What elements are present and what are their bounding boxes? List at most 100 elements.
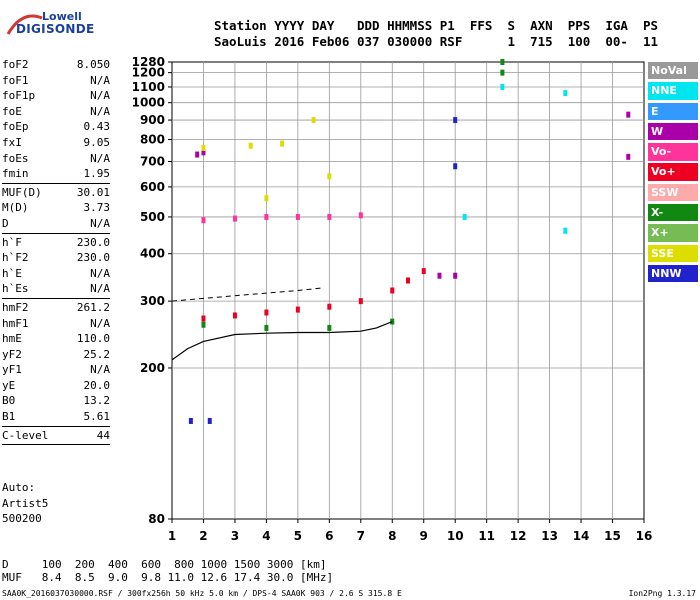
x-tick-label: 13 bbox=[541, 529, 558, 543]
legend-item-nne: NNE bbox=[648, 82, 698, 100]
param-divider bbox=[2, 232, 110, 234]
param-label: foF1p bbox=[2, 89, 36, 103]
param-row: fmin 1.95 bbox=[2, 166, 110, 182]
echo-point-w bbox=[195, 151, 200, 158]
param-divider bbox=[2, 444, 110, 446]
param-row: h`F2 230.0 bbox=[2, 250, 110, 266]
param-value: N/A bbox=[90, 216, 110, 230]
param-row: foF1 N/A bbox=[2, 73, 110, 89]
param-row: B1 5.61 bbox=[2, 409, 110, 425]
param-value: 30.01 bbox=[76, 185, 110, 199]
param-row: foE N/A bbox=[2, 104, 110, 120]
echo-point-vo- bbox=[264, 213, 269, 220]
legend-item-vo-: Vo- bbox=[648, 143, 698, 161]
auto-label: Auto: bbox=[2, 481, 36, 494]
legend-item-sse: SSE bbox=[648, 244, 698, 262]
echo-point-vo- bbox=[232, 215, 237, 222]
auto-artist: Artist5 bbox=[2, 496, 49, 510]
param-label: B0 bbox=[2, 394, 16, 408]
x-tick-label: 8 bbox=[388, 529, 396, 543]
param-label: foF2 bbox=[2, 58, 29, 71]
param-row: C-level 44 bbox=[2, 428, 110, 444]
echo-point-nnw bbox=[207, 417, 212, 424]
echo-point-vo- bbox=[264, 309, 269, 316]
param-row: foF2 8.050 bbox=[2, 57, 110, 73]
param-row: D N/A bbox=[2, 216, 110, 232]
echo-point-vo- bbox=[358, 298, 363, 305]
echo-point-vo- bbox=[232, 312, 237, 319]
plot-frame bbox=[171, 61, 645, 520]
param-value: N/A bbox=[90, 89, 110, 103]
echo-point-sse bbox=[280, 140, 285, 147]
param-value: N/A bbox=[90, 104, 110, 118]
distance-row: D 100 200 400 600 800 1000 1500 3000 [km… bbox=[2, 558, 327, 571]
param-row: yE 20.0 bbox=[2, 378, 110, 394]
y-tick-label: 300 bbox=[140, 294, 165, 308]
param-value: 0.43 bbox=[83, 120, 111, 134]
echo-point-vo- bbox=[295, 213, 300, 220]
echo-point-nne bbox=[462, 213, 467, 220]
logo-line2: DIGISONDE bbox=[16, 22, 95, 36]
param-label: hmF2 bbox=[2, 300, 29, 314]
polarization-legend: NoVal NNE E W Vo- Vo+ SSW X- X+ SSE NNW bbox=[648, 62, 698, 285]
legend-item-e: E bbox=[648, 102, 698, 120]
software-version: Ion2Png 1.3.17 bbox=[628, 589, 696, 598]
param-label: yF2 bbox=[2, 347, 22, 361]
header-values: SaoLuis 2016 Feb06 037 030000 RSF 1 715 … bbox=[214, 34, 659, 49]
echo-point-w bbox=[437, 272, 442, 279]
param-label: foF1 bbox=[2, 73, 29, 87]
param-divider bbox=[2, 182, 110, 184]
file-info-footer: SAA0K_2016037030000.RSF / 300fx256h 50 k… bbox=[2, 589, 402, 598]
param-label: foEs bbox=[2, 151, 29, 165]
param-row: M(D) 3.73 bbox=[2, 200, 110, 216]
param-value: 9.05 bbox=[83, 135, 111, 149]
echo-point-vo- bbox=[295, 306, 300, 313]
param-row: MUF(D) 30.01 bbox=[2, 185, 110, 201]
legend-item-ssw: SSW bbox=[648, 183, 698, 202]
param-value: 230.0 bbox=[76, 235, 110, 249]
autoscaling-info: Auto: Artist5 500200 bbox=[2, 480, 48, 527]
param-divider bbox=[2, 425, 110, 427]
echo-point-nne bbox=[563, 90, 568, 97]
param-row: h`Es N/A bbox=[2, 281, 110, 297]
param-label: h`F bbox=[2, 235, 22, 249]
param-label: M(D) bbox=[2, 201, 29, 215]
y-tick-label: 80 bbox=[148, 512, 165, 526]
logo-arc-icon bbox=[6, 14, 43, 35]
param-row: hmE 110.0 bbox=[2, 331, 110, 347]
param-value: N/A bbox=[90, 363, 110, 377]
x-tick-label: 4 bbox=[262, 529, 270, 543]
legend-item-vo-: Vo+ bbox=[648, 163, 698, 181]
param-row: foEs N/A bbox=[2, 151, 110, 167]
param-label: hmE bbox=[2, 332, 22, 346]
param-label: fxI bbox=[2, 135, 22, 149]
y-tick-label: 600 bbox=[140, 180, 165, 194]
param-value: N/A bbox=[90, 316, 110, 330]
x-tick-label: 9 bbox=[420, 529, 428, 543]
logo-line1: Lowell bbox=[42, 10, 82, 23]
param-row: fxI 9.05 bbox=[2, 135, 110, 151]
param-value: N/A bbox=[90, 282, 110, 296]
param-label: B1 bbox=[2, 410, 16, 424]
station-header: Station YYYY DAY DDD HHMMSS P1 FFS S AXN… bbox=[214, 18, 658, 50]
y-tick-label: 1200 bbox=[132, 66, 165, 80]
param-value: N/A bbox=[90, 151, 110, 165]
echo-point-nnw bbox=[453, 163, 458, 170]
muf-row: MUF 8.4 8.5 9.0 9.8 11.0 12.6 17.4 30.0 … bbox=[2, 571, 334, 584]
y-tick-label: 200 bbox=[140, 361, 165, 375]
x-tick-label: 2 bbox=[199, 529, 207, 543]
digisonde-logo: Lowell DIGISONDE bbox=[2, 4, 112, 44]
param-value: 5.61 bbox=[83, 410, 111, 424]
echo-point-vo- bbox=[406, 277, 410, 284]
y-tick-label: 1100 bbox=[132, 80, 165, 94]
echo-point-sse bbox=[248, 142, 253, 149]
y-tick-label: 800 bbox=[140, 132, 165, 146]
x-tick-label: 5 bbox=[294, 529, 302, 543]
echo-point-x- bbox=[500, 59, 505, 65]
x-tick-label: 3 bbox=[231, 529, 239, 543]
param-value: 25.2 bbox=[83, 347, 111, 361]
echo-point-x- bbox=[264, 324, 269, 331]
echo-point-vo- bbox=[327, 303, 332, 310]
legend-item-noval: NoVal bbox=[648, 62, 698, 80]
echo-point-nne bbox=[563, 227, 568, 234]
